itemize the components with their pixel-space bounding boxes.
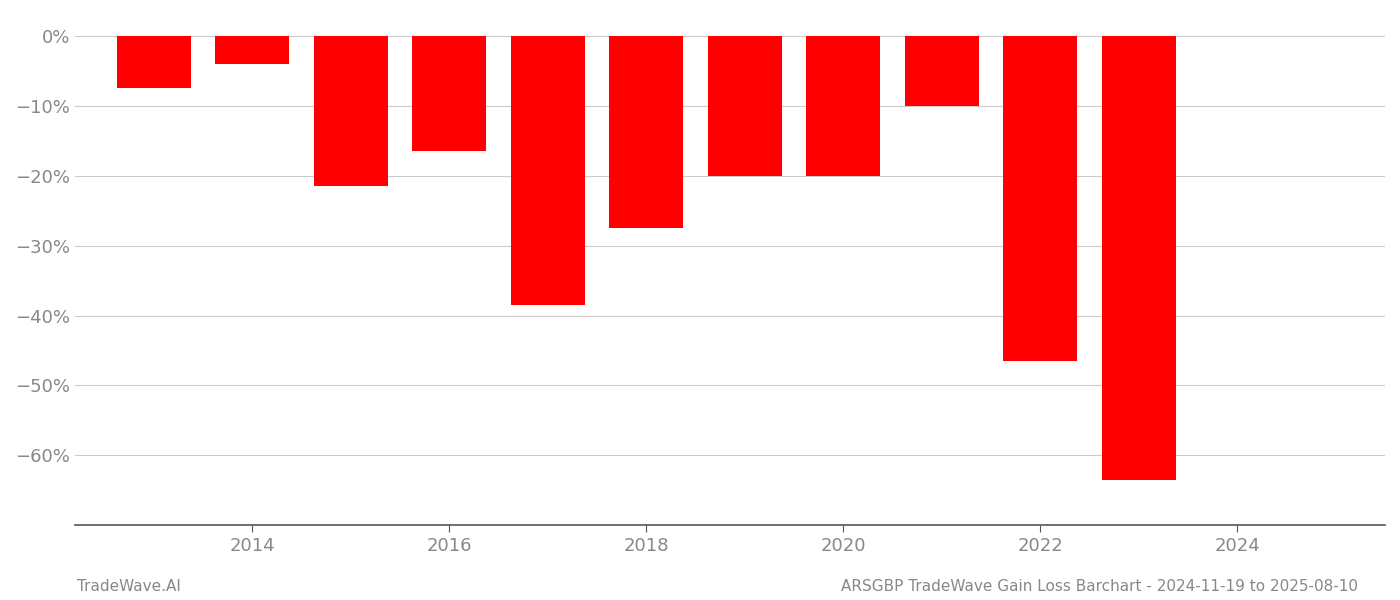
Text: ARSGBP TradeWave Gain Loss Barchart - 2024-11-19 to 2025-08-10: ARSGBP TradeWave Gain Loss Barchart - 20… bbox=[841, 579, 1358, 594]
Bar bbox=[511, 36, 585, 305]
Bar bbox=[314, 36, 388, 186]
Bar bbox=[1102, 36, 1176, 480]
Bar bbox=[806, 36, 881, 176]
Bar bbox=[708, 36, 781, 176]
Text: TradeWave.AI: TradeWave.AI bbox=[77, 579, 181, 594]
Bar bbox=[116, 36, 190, 88]
Bar bbox=[904, 36, 979, 106]
Bar bbox=[1004, 36, 1077, 361]
Bar bbox=[216, 36, 290, 64]
Bar bbox=[609, 36, 683, 228]
Bar bbox=[412, 36, 486, 151]
Bar bbox=[1004, 36, 1077, 158]
